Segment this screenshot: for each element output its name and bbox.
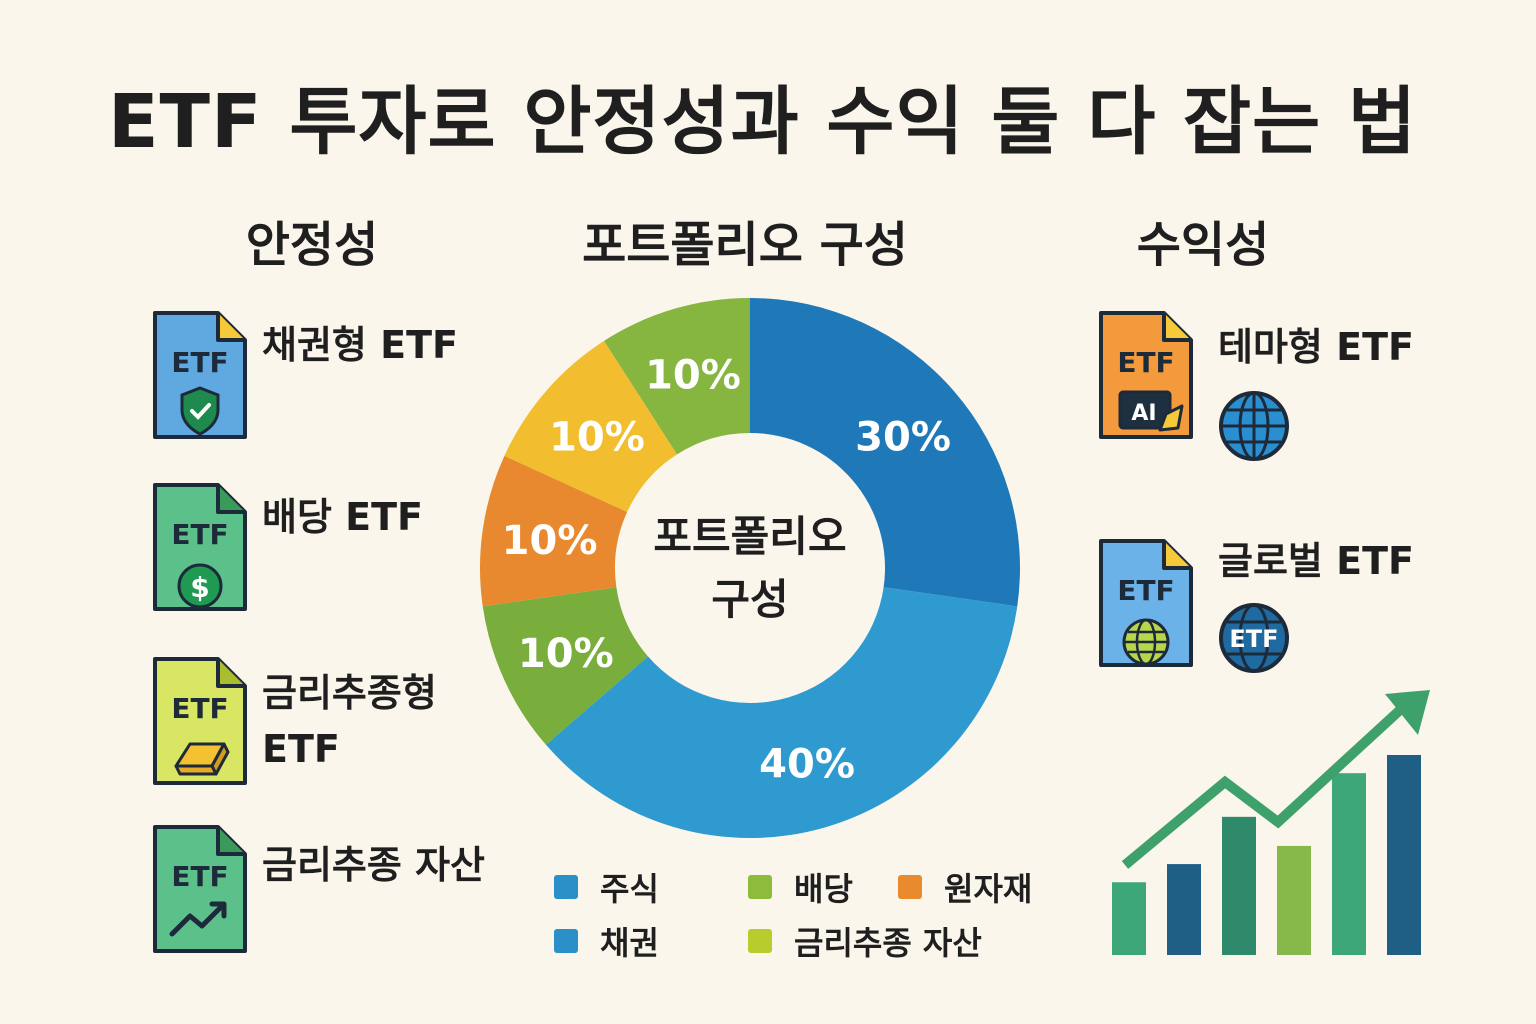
globe-etf-icon: ETF [1219, 603, 1289, 673]
legend-swatch [748, 929, 772, 953]
stability-heading: 안정성 [245, 217, 379, 273]
legend-label: 금리추종 자산 [794, 924, 982, 962]
bond-etf-icon: ETF [152, 310, 248, 440]
bond-etf-label: 채권형 ETF [262, 323, 458, 367]
globe-icon [1219, 391, 1289, 461]
portfolio-heading: 포트폴리오 구성 [582, 217, 908, 273]
donut-slice-4 [504, 340, 678, 512]
growth-bar-illustration [1112, 690, 1430, 955]
rate-tracking-etf-doc-text: ETF [171, 692, 228, 725]
legend-label: 주식 [600, 870, 659, 908]
rate-tracking-asset-icon: ETF [152, 824, 248, 954]
global-etf-doc-text: ETF [1117, 574, 1174, 607]
legend-item-commodity: 원자재 [898, 864, 1032, 910]
donut-slice-0 [750, 298, 1020, 607]
legend-item-dividend: 배당 [748, 864, 853, 910]
global-etf-label: 글로벌 ETF [1218, 539, 1414, 583]
donut-slice-label-4: 10% [549, 414, 645, 460]
donut-slice-3 [480, 455, 628, 607]
legend-label: 원자재 [944, 870, 1033, 908]
legend-item-rate-asset: 금리추종 자산 [748, 918, 982, 964]
rate-tracking-asset-doc-text: ETF [171, 860, 228, 893]
donut-slice-5 [604, 298, 750, 455]
theme-etf-icon: ETF AI [1098, 310, 1194, 440]
bond-etf-doc-text: ETF [171, 346, 228, 379]
svg-text:$: $ [190, 571, 209, 604]
globe-etf-icon-text: ETF [1229, 625, 1278, 653]
rate-tracking-asset-label: 금리추종 자산 [262, 843, 485, 887]
donut-slice-1 [545, 587, 1018, 838]
donut-slice-2 [482, 587, 648, 745]
donut-slice-label-3: 10% [502, 518, 598, 564]
donut-slice-label-5: 10% [645, 353, 741, 399]
legend-item-stock: 주식 [554, 864, 659, 910]
growth-bar-0 [1112, 882, 1146, 955]
donut-center-label-1: 포트폴리오 [653, 512, 846, 561]
growth-bar-2 [1222, 816, 1256, 955]
returns-heading: 수익성 [1136, 217, 1270, 273]
theme-etf-label: 테마형 ETF [1218, 325, 1414, 369]
growth-bar-3 [1277, 845, 1311, 955]
donut-slice-label-0: 30% [855, 414, 951, 460]
donut-slice-label-1: 40% [759, 741, 855, 787]
portfolio-donut-chart: 30%40%10%10%10%10% 포트폴리오 구성 [480, 298, 1020, 838]
growth-trend-line [1121, 706, 1404, 869]
legend-label: 채권 [600, 924, 659, 962]
dividend-etf-doc-text: ETF [171, 518, 228, 551]
legend-swatch [554, 929, 578, 953]
legend-item-bond: 채권 [554, 918, 659, 964]
growth-arrowhead [1385, 690, 1430, 735]
rate-tracking-etf-icon: ETF [152, 656, 248, 786]
global-etf-icon: ETF [1098, 538, 1194, 668]
theme-etf-ai-text: AI [1131, 401, 1156, 426]
legend-swatch [748, 875, 772, 899]
growth-bar-4 [1332, 773, 1366, 955]
rate-tracking-etf-label-2: ETF [262, 727, 340, 771]
growth-bar-1 [1167, 864, 1201, 955]
donut-center-label-2: 구성 [711, 575, 788, 624]
legend-swatch [554, 875, 578, 899]
theme-etf-doc-text: ETF [1117, 346, 1174, 379]
legend-swatch [898, 875, 922, 899]
dividend-etf-icon: ETF $ [152, 482, 248, 612]
rate-tracking-etf-label-1: 금리추종형 [262, 671, 437, 715]
donut-slice-label-2: 10% [518, 631, 614, 677]
dividend-etf-label: 배당 ETF [262, 495, 423, 539]
legend-label: 배당 [794, 870, 853, 908]
growth-bar-5 [1387, 755, 1421, 955]
page-title: ETF 투자로 안정성과 수익 둘 다 잡는 법 [108, 79, 1418, 165]
